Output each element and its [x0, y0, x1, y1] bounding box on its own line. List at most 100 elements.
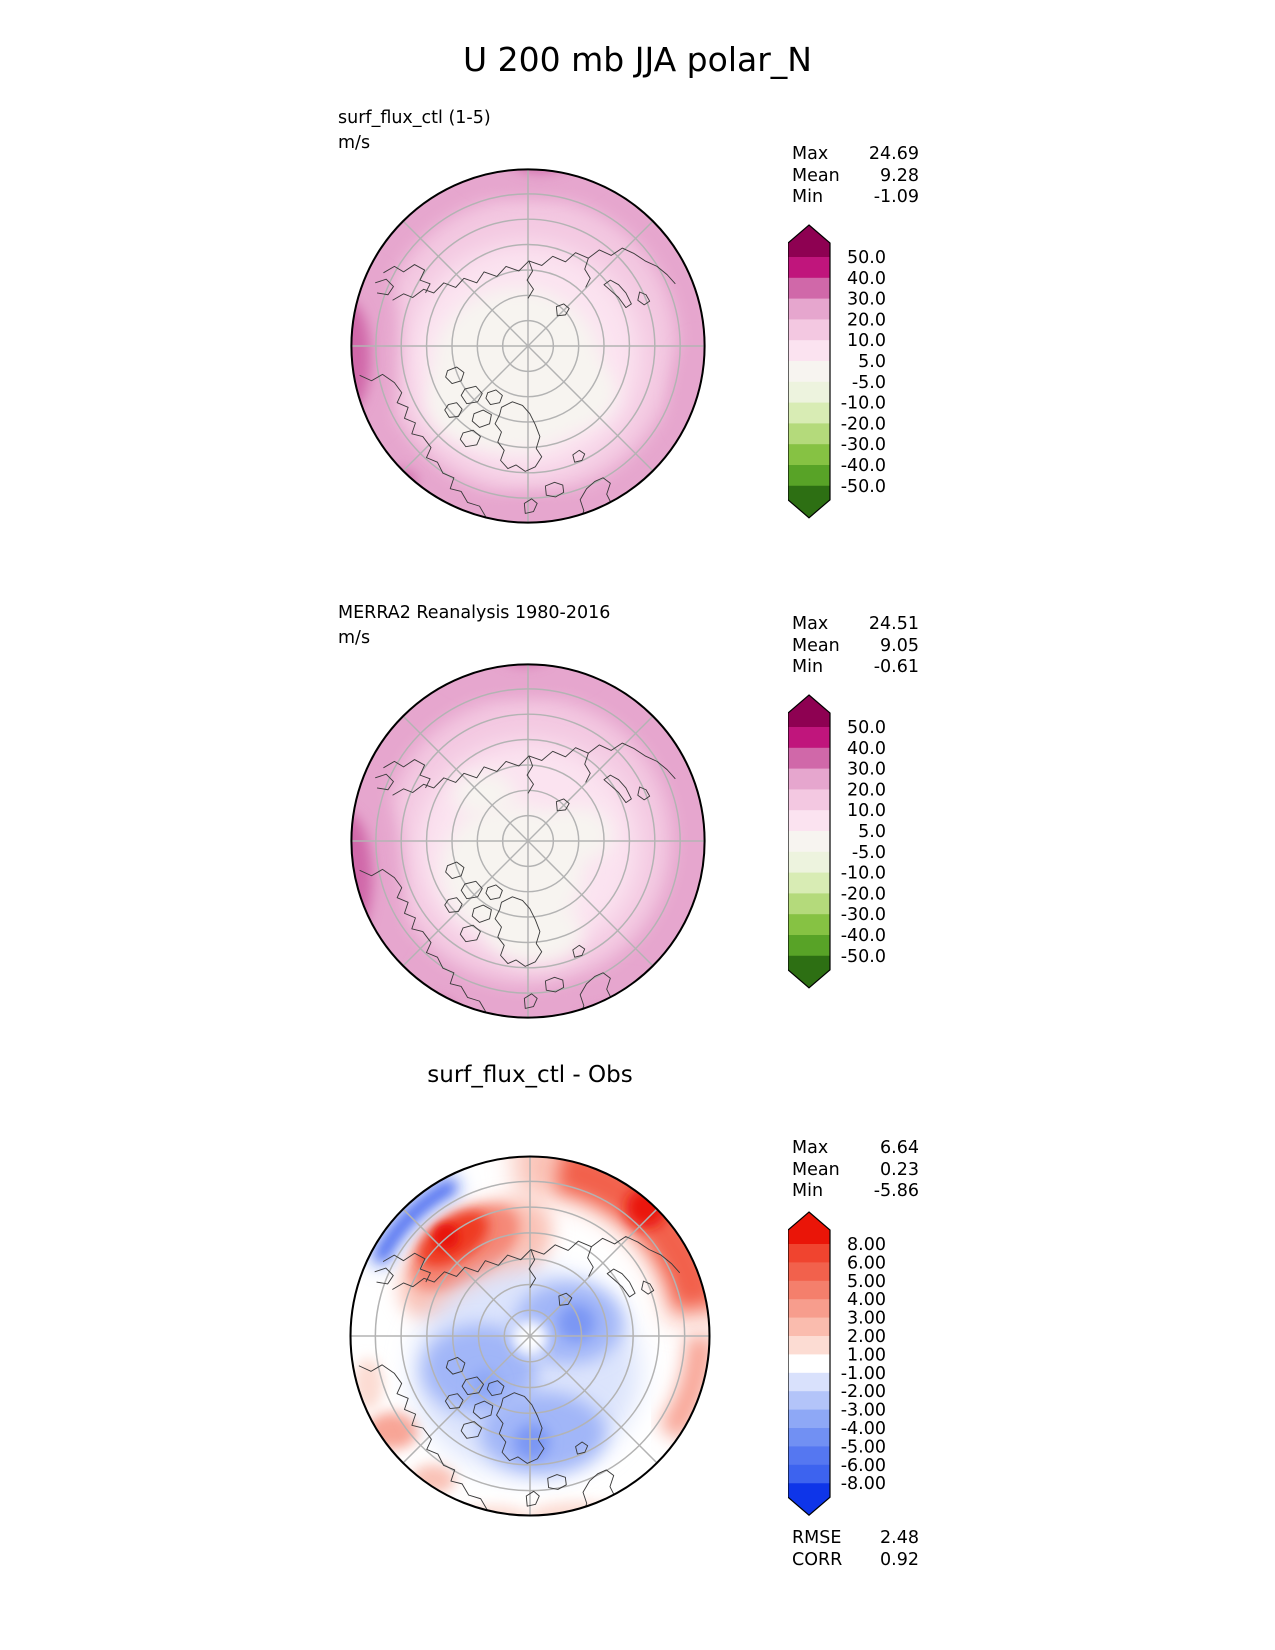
colorbar-tick-label: 20.0 — [847, 310, 886, 330]
stat-value: 9.05 — [880, 635, 919, 656]
colorbar-tick-label: -5.00 — [841, 1437, 886, 1457]
colorbar-panel-3: 8.00 6.00 5.00 4.00 3.00 2.00 1.00 -1.00 -2.00 -3… — [787, 1210, 892, 1522]
colorbar-segment — [788, 1391, 830, 1411]
colorbar-segment — [788, 257, 830, 279]
stat-label: Min — [792, 187, 824, 207]
colorbar-tick-label: 10.0 — [847, 801, 886, 821]
colorbar-tick-label: 8.00 — [847, 1235, 886, 1255]
panel-2-label: MERRA2 Reanalysis 1980-2016 m/s — [338, 601, 610, 651]
colorbar-segment — [788, 319, 830, 341]
colorbar-segment — [788, 727, 830, 749]
panel-3-label: surf_flux_ctl - Obs — [427, 1062, 633, 1088]
colorbar-arrow-up — [788, 225, 830, 257]
stats-panel-1: Max 24.69 Mean 9.28 Min -1.09 — [792, 144, 919, 209]
colorbar-tick-label: 1.00 — [847, 1345, 886, 1365]
stat-label: Max — [792, 614, 829, 634]
colorbar-tick-label: 50.0 — [847, 718, 886, 738]
colorbar-panel-2: 50.0 40.0 30.0 20.0 10.0 5.0 -5.0 -10.0 -20.0 -30… — [787, 693, 892, 994]
colorbar-arrow-up — [788, 1212, 830, 1244]
metric-value: 2.48 — [880, 1528, 919, 1548]
stat-value: 9.28 — [880, 165, 919, 186]
stat-value: -5.86 — [873, 1181, 919, 1201]
colorbar-segment — [788, 1428, 830, 1447]
stats-panel-3: Max 6.64 Mean 0.23 Min -5.86 — [792, 1138, 919, 1203]
stat-value: -1.09 — [873, 187, 919, 207]
metric-label: RMSE — [792, 1528, 842, 1548]
colorbar-segment — [788, 402, 830, 424]
stat-row: Min -1.09 — [792, 187, 919, 209]
stat-row: Max 6.64 — [792, 1138, 919, 1160]
colorbar-segment — [788, 381, 830, 404]
colorbar-tick-label: 4.00 — [847, 1290, 886, 1310]
stat-row: Min -0.61 — [792, 657, 919, 679]
stat-label: Mean — [792, 165, 840, 186]
stat-value: -0.61 — [873, 657, 919, 677]
colorbar-tick-label: -10.0 — [841, 394, 886, 414]
colorbar-tick-label: -40.0 — [841, 926, 886, 946]
colorbar-segment — [788, 444, 830, 466]
stat-label: Max — [792, 1138, 829, 1158]
colorbar-segment — [788, 298, 830, 320]
colorbar-tick-label: -20.0 — [841, 414, 886, 434]
colorbar-arrow-down — [788, 955, 830, 988]
colorbar-tick-label: 20.0 — [847, 780, 886, 800]
colorbar-panel-1: 50.0 40.0 30.0 20.0 10.0 5.0 -5.0 -10.0 -20.0 -30… — [787, 223, 892, 524]
colorbar-segment — [788, 1372, 830, 1392]
map-panel-1 — [350, 168, 706, 524]
colorbar-segment — [788, 1280, 830, 1300]
metric-row: RMSE 2.48 — [792, 1528, 919, 1550]
colorbar-tick-label: -3.00 — [841, 1401, 886, 1421]
map-boundary — [349, 1155, 711, 1517]
panel-1-name: surf_flux_ctl (1-5) — [338, 108, 491, 128]
colorbar-segment — [788, 810, 830, 832]
map-panel-2 — [350, 663, 706, 1019]
colorbar-tick-label: -30.0 — [841, 905, 886, 925]
contour-fill — [351, 169, 705, 523]
colorbar-tick-label: -8.00 — [841, 1474, 886, 1494]
colorbar-arrow-down — [788, 485, 830, 518]
colorbar-segment — [788, 1336, 830, 1355]
stat-row: Max 24.69 — [792, 144, 919, 166]
colorbar-segment — [788, 423, 830, 445]
stat-value: 24.51 — [868, 614, 919, 634]
map-panel-3 — [349, 1155, 711, 1517]
colorbar-tick-label: -5.0 — [852, 373, 886, 393]
stat-label: Mean — [792, 635, 840, 656]
map-boundary — [350, 168, 706, 524]
colorbar-tick-label: 40.0 — [847, 739, 886, 759]
panel-1-units: m/s — [338, 133, 371, 153]
colorbar-tick-label: -50.0 — [841, 947, 886, 967]
colorbar-arrow-down — [788, 1483, 830, 1516]
stat-label: Min — [792, 657, 824, 677]
colorbar-tick-label: -20.0 — [841, 884, 886, 904]
stat-value: 6.64 — [880, 1138, 919, 1158]
colorbar-tick-label: 30.0 — [847, 290, 886, 310]
colorbar-segment — [788, 1446, 830, 1466]
colorbar-outline — [787, 224, 831, 519]
colorbar-tick-label: 3.00 — [847, 1309, 886, 1329]
colorbar-tick-label: 6.00 — [847, 1253, 886, 1273]
colorbar-tick-label: 5.00 — [847, 1272, 886, 1292]
colorbar-segment — [788, 1244, 830, 1263]
colorbar-segment — [788, 1464, 830, 1484]
colorbar-segment — [788, 1317, 830, 1337]
colorbar-tick-label: -4.00 — [841, 1419, 886, 1439]
colorbar-tick-label: -10.0 — [841, 864, 886, 884]
stat-label: Max — [792, 144, 829, 164]
stats-panel-2: Max 24.51 Mean 9.05 Min -0.61 — [792, 614, 919, 679]
colorbar-arrow-up — [788, 695, 830, 727]
colorbar-tick-label: -1.00 — [841, 1364, 886, 1384]
metrics-panel-3: RMSE 2.48 CORR 0.92 — [792, 1528, 919, 1571]
stat-row: Mean 9.05 — [792, 636, 919, 658]
metric-label: CORR — [792, 1549, 843, 1570]
colorbar-tick-label: 5.0 — [858, 352, 886, 372]
map-boundary — [350, 663, 706, 1019]
stat-row: Max 24.51 — [792, 614, 919, 636]
colorbar-segment — [788, 361, 830, 383]
colorbar-segment — [788, 340, 830, 362]
colorbar-segment — [788, 935, 830, 957]
colorbar-tick-label: 10.0 — [847, 331, 886, 351]
stat-row: Mean 0.23 — [792, 1160, 919, 1182]
colorbar-segment — [788, 1299, 830, 1319]
